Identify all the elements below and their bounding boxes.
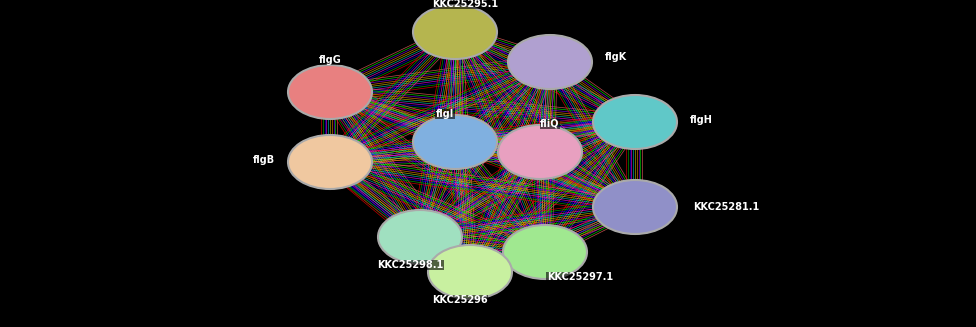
Ellipse shape [428, 245, 512, 299]
Text: flgB: flgB [253, 155, 275, 165]
Text: fliQ: fliQ [541, 119, 560, 129]
Text: KKC25297.1: KKC25297.1 [547, 272, 613, 282]
Ellipse shape [503, 225, 587, 279]
Text: KKC25295.1: KKC25295.1 [432, 0, 498, 9]
Ellipse shape [593, 95, 677, 149]
Ellipse shape [508, 35, 592, 89]
Text: flgG: flgG [318, 55, 342, 65]
Ellipse shape [593, 180, 677, 234]
Ellipse shape [413, 5, 497, 59]
Ellipse shape [413, 115, 497, 169]
Text: flgK: flgK [605, 52, 628, 62]
Ellipse shape [378, 210, 462, 264]
Ellipse shape [498, 125, 582, 179]
Ellipse shape [288, 135, 372, 189]
Text: KKC25296: KKC25296 [432, 295, 488, 305]
Text: flgI: flgI [436, 109, 454, 119]
Text: flgH: flgH [690, 115, 712, 125]
Ellipse shape [288, 65, 372, 119]
Text: KKC25281.1: KKC25281.1 [693, 202, 759, 212]
Text: KKC25298.1: KKC25298.1 [377, 260, 443, 270]
